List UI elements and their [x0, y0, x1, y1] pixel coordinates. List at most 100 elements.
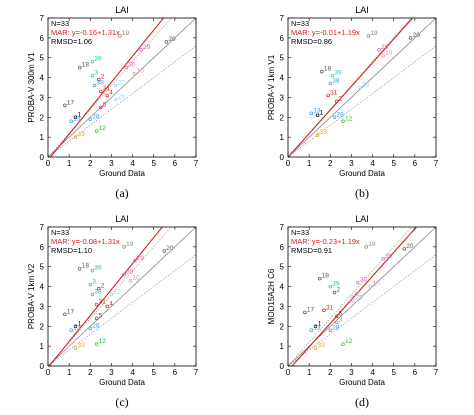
x-tick-label: 3 — [349, 368, 354, 377]
x-axis-label: Ground Data — [339, 378, 385, 387]
x-tick-label: 4 — [370, 159, 375, 168]
data-point — [99, 105, 103, 110]
fit-line — [49, 18, 165, 157]
data-point — [88, 326, 93, 331]
panel-letter: (b) — [355, 186, 369, 200]
x-axis-label: Ground Data — [99, 378, 145, 387]
x-tick-label: 4 — [130, 159, 135, 168]
point-label: 12 — [99, 125, 107, 132]
data-point — [73, 346, 78, 350]
data-point — [377, 48, 381, 52]
point-label: 22 — [118, 80, 126, 87]
data-point — [320, 69, 324, 74]
y-tick-label: 2 — [280, 322, 285, 331]
x-tick-label: 6 — [173, 159, 178, 168]
x-tick-label: 7 — [434, 368, 439, 377]
data-point — [69, 119, 74, 124]
y-tick-label: 6 — [280, 34, 285, 43]
point-label: 18 — [82, 62, 90, 69]
y-tick-label: 0 — [280, 362, 285, 371]
y-tick-label: 1 — [40, 342, 45, 351]
data-point — [73, 135, 78, 139]
point-label: 2 — [101, 283, 105, 290]
y-tick-label: 6 — [280, 243, 285, 252]
point-label: 39 — [94, 56, 102, 63]
point-label: 28 — [337, 111, 345, 118]
reference-lines — [288, 18, 436, 157]
x-tick-label: 5 — [151, 368, 156, 377]
y-tick-label: 7 — [40, 14, 45, 23]
data-point — [341, 342, 345, 346]
point-label: 38 — [97, 80, 105, 87]
point-label: 10 — [137, 68, 145, 75]
point-label: 26 — [356, 294, 364, 301]
y-axis-label: PROBA-V 1km V2 — [27, 263, 36, 329]
point-label: 1 — [77, 111, 81, 118]
point-label: 5 — [103, 101, 107, 108]
data-point — [358, 85, 362, 90]
point-label: 5 — [339, 310, 343, 317]
data-point — [309, 111, 314, 116]
data-point — [105, 304, 109, 309]
y-tick-label: 1 — [40, 133, 45, 142]
data-point — [109, 292, 114, 297]
data-point — [92, 83, 97, 88]
point-label: 33 — [77, 342, 85, 349]
data-point — [77, 266, 82, 271]
point-label: 28 — [92, 113, 100, 120]
data-point — [349, 294, 354, 299]
y-tick-label: 7 — [40, 223, 45, 232]
point-label: 1 — [320, 109, 324, 116]
y-tick-label: 3 — [40, 302, 45, 311]
data-point — [330, 73, 335, 78]
point-label: 2 — [101, 74, 105, 81]
y-tick-label: 5 — [40, 263, 45, 272]
chart-title: LAI — [115, 214, 129, 224]
point-label: 3 — [339, 316, 343, 323]
x-tick-label: 3 — [349, 159, 354, 168]
data-point — [315, 133, 320, 137]
data-point — [317, 276, 322, 281]
point-label: 39 — [94, 265, 102, 272]
data-point — [90, 292, 95, 297]
y-tick-label: 3 — [280, 93, 285, 102]
y-axis-label: MOD15A2H C6 — [267, 268, 276, 324]
y-tick-label: 0 — [40, 362, 45, 371]
stat-mar: MAR: y=-0.01+1.19x — [291, 28, 360, 37]
data-point — [94, 129, 99, 133]
data-point — [122, 272, 126, 277]
point-label: 19 — [368, 241, 376, 248]
y-tick-label: 5 — [280, 263, 285, 272]
data-point — [303, 310, 307, 315]
x-tick-label: 7 — [194, 159, 199, 168]
point-label: 13 — [73, 115, 81, 122]
data-point — [164, 40, 169, 44]
point-label: 30 — [126, 269, 134, 276]
x-tick-label: 0 — [46, 368, 51, 377]
plot-frame — [287, 17, 437, 158]
y-tick-label: 0 — [40, 153, 45, 162]
data-point — [88, 282, 93, 287]
y-tick-label: 4 — [280, 283, 285, 292]
data-point — [328, 328, 333, 333]
plot-frame — [287, 226, 437, 367]
x-tick-label: 1 — [67, 368, 72, 377]
point-label: 5 — [99, 312, 103, 319]
point-label: 3 — [92, 279, 96, 286]
point-label: 13 — [313, 107, 321, 114]
data-point — [63, 312, 67, 317]
data-point — [94, 342, 99, 346]
data-point — [113, 83, 118, 88]
y-tick-label: 3 — [40, 93, 45, 102]
stat-rmsd: RMSD=1.06 — [51, 37, 92, 46]
point-label: 33 — [77, 131, 85, 138]
data-point — [90, 268, 95, 273]
x-tick-label: 0 — [46, 159, 51, 168]
